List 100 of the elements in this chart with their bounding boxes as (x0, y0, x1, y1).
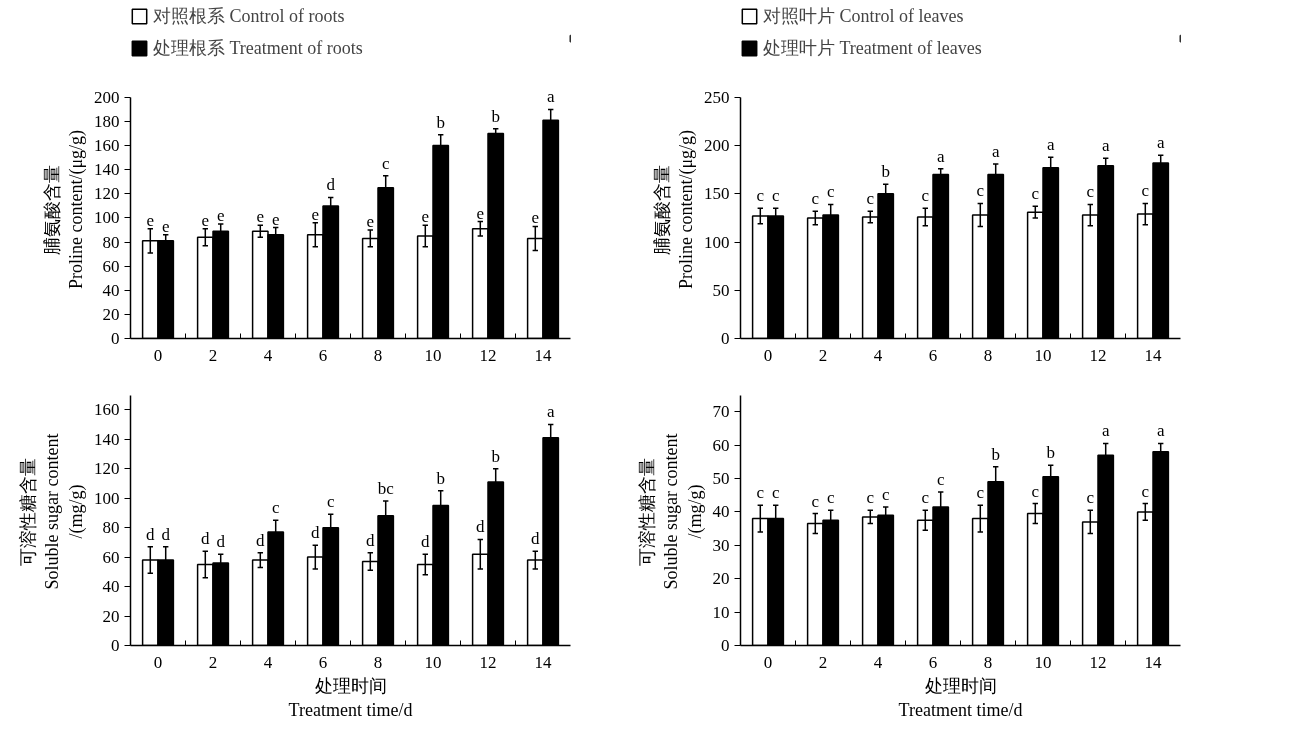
x-tick-label: 4 (263, 345, 273, 365)
x-axis-title: 处理时间 Treatment time/d (288, 675, 413, 720)
data-label: b (436, 112, 445, 132)
data-label: c (921, 488, 930, 508)
data-label: c (881, 484, 890, 504)
y-tick-label: 250 (704, 87, 730, 107)
y-tick-label: 20 (102, 304, 120, 324)
x-tick-label: 4 (873, 345, 883, 365)
x-tick-label: 6 (928, 345, 938, 365)
data-label: a (1101, 136, 1110, 156)
x-tick-label: 8 (983, 652, 993, 672)
x-tick-label: 14 (1144, 345, 1162, 365)
data-label: d (201, 529, 211, 549)
data-label: d (421, 532, 431, 552)
data-label: c (936, 469, 945, 489)
y-axis-title: 可溶性糖含量 Soluble sugar content /(mg/g) (18, 433, 87, 590)
data-label: c (771, 483, 780, 503)
y-tick-label: 160 (94, 400, 120, 420)
y-axis-title: 脯氨酸含量 Proline content/(μg/g) (42, 129, 87, 290)
x-tick-label: 14 (534, 652, 552, 672)
data-label: a (936, 146, 945, 166)
y-axis-title: 脯氨酸含量 Proline content/(μg/g) (652, 129, 697, 290)
x-tick-label: 10 (1034, 345, 1052, 365)
data-label: c (826, 488, 835, 508)
y-tick-label: 120 (94, 184, 120, 204)
data-label: e (476, 203, 485, 223)
data-label: a (1046, 135, 1055, 155)
data-label: e (161, 216, 170, 236)
y-tick-label: 20 (102, 606, 120, 626)
y-tick-label: 60 (102, 547, 120, 567)
data-label: a (1101, 421, 1110, 441)
y-tick-label: 70 (712, 402, 730, 422)
x-tick-label: 6 (318, 652, 328, 672)
x-tick-label: 8 (983, 345, 993, 365)
data-label: d (161, 524, 171, 544)
data-label: b (881, 162, 890, 182)
y-tick-label: 20 (712, 569, 730, 589)
x-tick-label: 10 (1034, 652, 1052, 672)
data-label: bc (377, 479, 395, 499)
data-label: c (866, 189, 875, 209)
data-label: d (366, 530, 376, 550)
data-label: e (311, 204, 320, 224)
y-tick-label: 100 (704, 232, 730, 252)
data-label: e (271, 209, 280, 229)
y-tick-label: 50 (712, 280, 730, 300)
data-label: b (1046, 443, 1055, 463)
y-tick-label: 40 (712, 502, 730, 522)
x-tick-label: 6 (928, 652, 938, 672)
x-tick-label: 0 (763, 652, 773, 672)
data-label: d (146, 524, 156, 544)
y-axis-title: 可溶性糖含量 Soluble sugar content /(mg/g) (636, 433, 706, 590)
legend-label: 处理根系 Treatment of roots (153, 37, 363, 60)
x-tick-label: 12 (1089, 345, 1107, 365)
y-tick-label: 40 (102, 280, 120, 300)
data-label: c (381, 153, 390, 173)
data-label: c (756, 186, 765, 206)
data-label: d (531, 529, 541, 549)
x-tick-label: 14 (1144, 652, 1162, 672)
y-tick-label: 80 (102, 232, 120, 252)
data-label: e (216, 205, 225, 225)
x-tick-label: 12 (479, 652, 497, 672)
x-tick-label: 14 (534, 345, 552, 365)
data-label: e (201, 210, 210, 230)
data-label: a (991, 141, 1000, 161)
x-tick-label: 0 (763, 345, 773, 365)
x-tick-label: 0 (153, 652, 163, 672)
data-label: a (1156, 421, 1165, 441)
data-label: c (326, 492, 335, 512)
data-label: c (1141, 481, 1150, 501)
x-axis-title: 处理时间 Treatment time/d (898, 675, 1023, 720)
legend-label: 处理叶片 Treatment of leaves (763, 37, 982, 60)
data-label: c (1031, 481, 1040, 501)
data-label: e (366, 212, 375, 231)
legend-label: 对照根系 Control of roots (153, 5, 345, 28)
data-label: c (976, 483, 985, 503)
data-label: c (756, 483, 765, 503)
data-label: a (546, 87, 555, 107)
y-tick-label: 50 (712, 469, 730, 489)
y-tick-label: 60 (712, 435, 730, 455)
data-label: d (256, 530, 266, 550)
data-label: c (1086, 182, 1095, 202)
data-label: c (976, 181, 985, 201)
y-tick-label: 120 (94, 459, 120, 479)
data-label: c (921, 186, 930, 206)
data-label: c (271, 498, 280, 518)
x-tick-label: 2 (208, 652, 218, 672)
data-label: c (1141, 181, 1150, 201)
y-tick-label: 60 (102, 256, 120, 276)
data-label: e (421, 207, 430, 227)
y-tick-label: 0 (721, 329, 730, 348)
y-tick-label: 40 (102, 577, 120, 597)
y-tick-label: 0 (721, 636, 730, 655)
data-label: c (811, 491, 820, 511)
data-label: e (531, 208, 540, 228)
data-label: b (991, 444, 1000, 464)
y-tick-label: 140 (94, 160, 120, 180)
x-tick-label: 8 (373, 345, 383, 365)
x-tick-label: 12 (1089, 652, 1107, 672)
data-label: a (1156, 133, 1165, 153)
y-tick-label: 80 (102, 518, 120, 538)
